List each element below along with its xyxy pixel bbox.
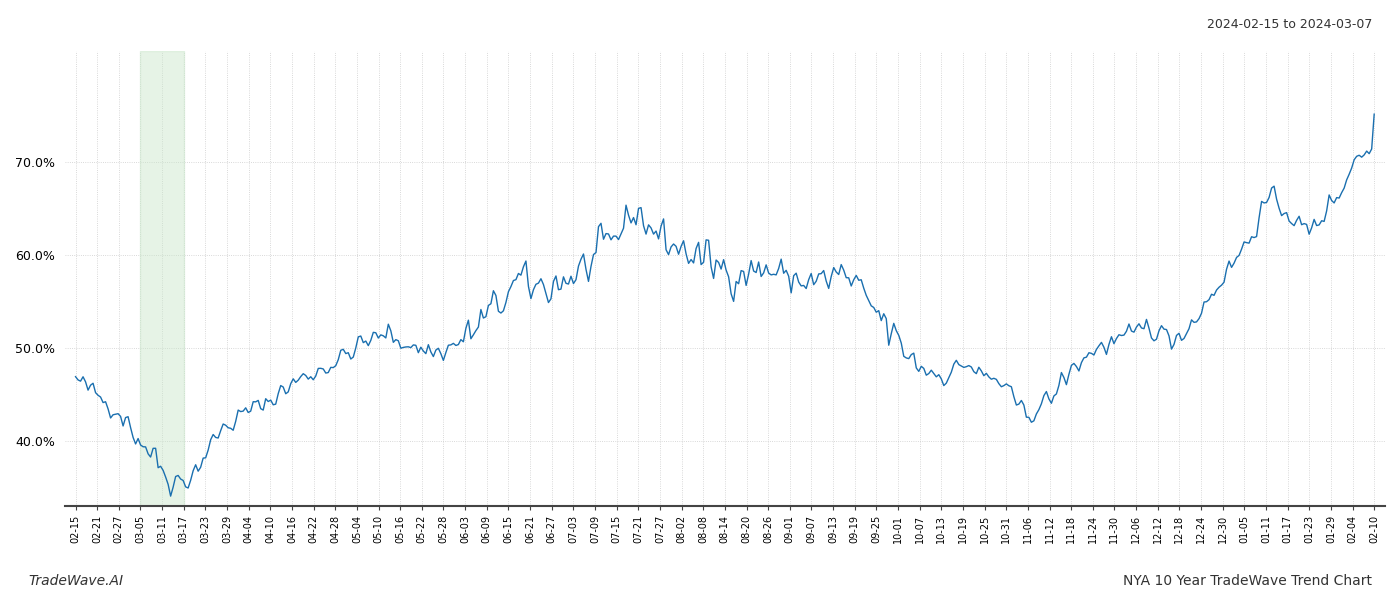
Text: 2024-02-15 to 2024-03-07: 2024-02-15 to 2024-03-07: [1207, 18, 1372, 31]
Text: TradeWave.AI: TradeWave.AI: [28, 574, 123, 588]
Bar: [140, 51, 183, 506]
Text: NYA 10 Year TradeWave Trend Chart: NYA 10 Year TradeWave Trend Chart: [1123, 574, 1372, 588]
